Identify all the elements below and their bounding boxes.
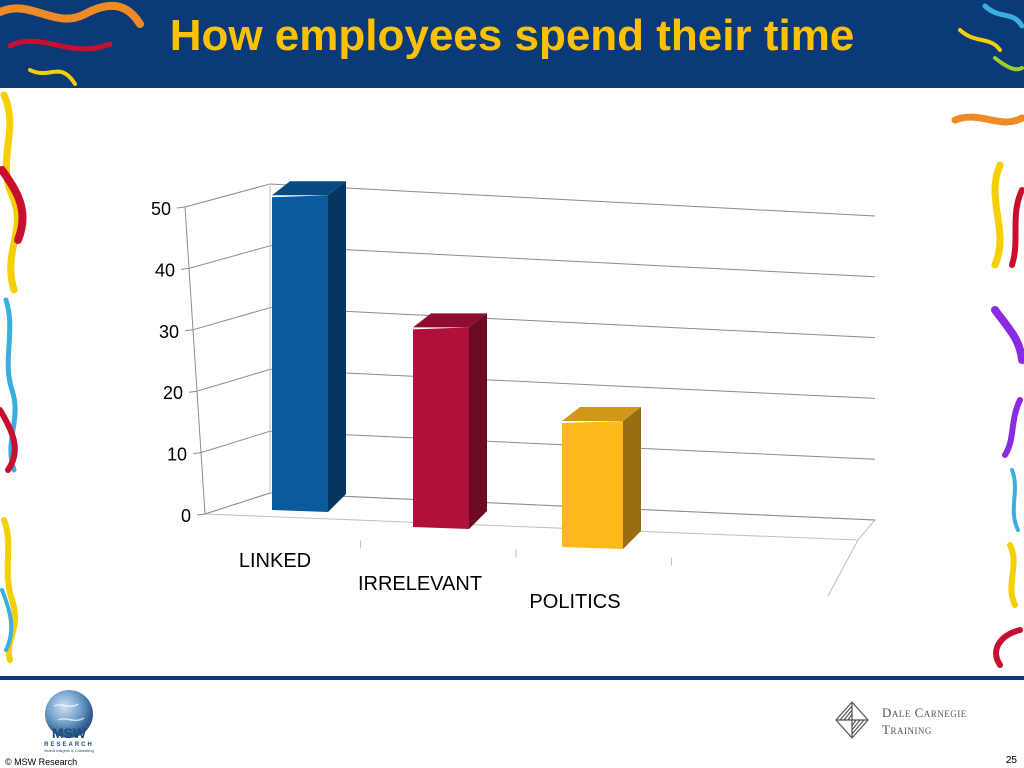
bar-irrelevant xyxy=(413,327,469,529)
y-tick-label: 10 xyxy=(167,445,187,465)
back-gridline xyxy=(269,368,876,399)
bar-side-linked xyxy=(328,181,346,512)
y-tick-label: 50 xyxy=(151,199,171,219)
copyright-text: © MSW Research xyxy=(5,757,78,767)
y-tick-label: 20 xyxy=(163,383,183,403)
bar-side-irrelevant xyxy=(469,313,487,529)
back-gridline xyxy=(269,307,876,339)
right-streamers xyxy=(951,113,1024,668)
y-tick-mark xyxy=(176,206,186,209)
page-number: 25 xyxy=(1005,755,1017,766)
dale-carnegie-mark-icon xyxy=(835,701,869,739)
side-gridline xyxy=(204,492,271,515)
x-tick-label: POLITICS xyxy=(529,591,620,613)
msw-tagline: Brand Insights & Consulting xyxy=(44,748,93,753)
side-gridline xyxy=(184,183,271,208)
side-gridline xyxy=(200,430,271,454)
y-tick-label: 0 xyxy=(181,506,191,526)
side-gridline xyxy=(196,368,271,392)
y-tick-label: 40 xyxy=(155,260,175,280)
dale-carnegie-name: Dale Carnegie xyxy=(882,705,967,720)
bar-side-politics xyxy=(623,407,641,549)
header-streamers xyxy=(0,1,1024,86)
dale-carnegie-logo: Dale Carnegie Training xyxy=(832,698,1002,746)
x-tick-label: IRRELEVANT xyxy=(358,573,482,595)
y-tick-mark xyxy=(188,390,198,393)
x-tick-label: LINKED xyxy=(239,550,311,572)
bar-top-politics xyxy=(562,407,641,421)
msw-research-logo: MSW RESEARCH Brand Insights & Consulting xyxy=(44,690,94,753)
msw-name: MSW xyxy=(52,725,87,741)
back-gridline xyxy=(269,245,876,278)
globe-icon xyxy=(45,690,93,738)
floor-front-edge xyxy=(827,539,859,597)
y-axis-line xyxy=(184,206,206,515)
side-gridline xyxy=(188,245,271,269)
title-bar xyxy=(0,0,1024,88)
bar-top-irrelevant xyxy=(413,313,487,328)
slide-title: How employees spend their time xyxy=(169,11,855,60)
footer-divider xyxy=(0,676,1024,680)
bar-linked xyxy=(272,195,328,512)
side-gridline xyxy=(192,307,271,331)
y-tick-mark xyxy=(184,329,194,332)
y-tick-mark xyxy=(192,452,202,455)
y-tick-mark xyxy=(180,267,190,270)
dale-carnegie-training: Training xyxy=(882,722,932,737)
bar-politics xyxy=(562,421,623,549)
left-streamers xyxy=(0,91,27,663)
msw-subname: RESEARCH xyxy=(44,742,94,748)
back-gridline xyxy=(269,183,876,217)
bar-chart: 0 10 20 30 40 50 LINKED IRRELEVANT POLITICS xyxy=(151,181,877,613)
y-tick-mark xyxy=(196,513,206,516)
bar-top-linked xyxy=(272,181,346,196)
y-tick-label: 30 xyxy=(159,322,179,342)
